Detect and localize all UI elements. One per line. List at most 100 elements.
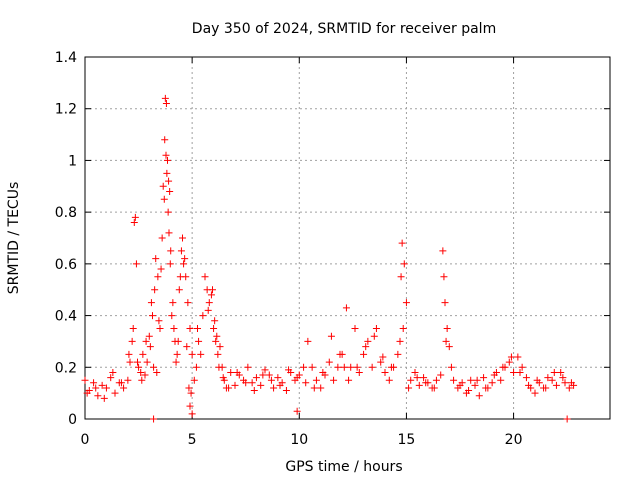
y-tick-label: 0.4	[55, 309, 77, 325]
data-point	[166, 260, 174, 268]
data-point	[187, 389, 195, 397]
data-point	[319, 368, 327, 376]
data-point	[308, 363, 316, 371]
data-point	[430, 384, 438, 392]
data-point	[186, 325, 194, 332]
data-point	[552, 381, 560, 389]
data-point	[169, 299, 177, 307]
data-point	[188, 410, 196, 418]
data-point	[137, 368, 145, 376]
data-point	[267, 376, 275, 384]
data-point	[164, 208, 172, 216]
data-point	[270, 384, 278, 392]
data-point	[170, 325, 178, 332]
data-point	[132, 260, 140, 268]
data-point	[153, 368, 161, 376]
data-point	[312, 376, 320, 384]
data-point	[370, 332, 378, 340]
data-point	[488, 379, 496, 387]
data-point	[186, 402, 194, 410]
data-point	[195, 337, 203, 345]
data-point	[213, 332, 221, 340]
data-point	[342, 304, 350, 312]
data-point	[265, 371, 273, 379]
data-point	[102, 384, 110, 392]
data-point	[163, 169, 171, 177]
data-point	[146, 343, 154, 351]
data-point	[362, 343, 370, 351]
data-point	[257, 381, 265, 389]
y-tick-label: 0	[68, 412, 77, 428]
data-point	[533, 376, 541, 384]
data-point	[439, 247, 447, 255]
data-point	[252, 374, 260, 382]
data-point	[561, 379, 569, 387]
x-axis-label: GPS time / hours	[285, 459, 402, 475]
data-point	[130, 218, 138, 226]
data-point	[467, 376, 475, 384]
x-tick-label: 20	[505, 432, 523, 448]
data-point	[161, 136, 169, 144]
data-point	[211, 317, 219, 325]
data-point	[98, 381, 106, 389]
data-point	[405, 384, 413, 392]
data-point	[179, 234, 186, 242]
data-point	[174, 337, 182, 345]
axis-ticks	[84, 56, 610, 420]
data-points	[81, 94, 578, 423]
data-point	[397, 273, 405, 281]
y-tick-label: 0.2	[55, 360, 77, 376]
data-point	[334, 363, 342, 371]
data-point	[304, 337, 312, 345]
data-point	[302, 379, 310, 387]
data-point	[499, 363, 507, 371]
data-point	[166, 187, 174, 195]
data-point	[473, 376, 481, 384]
data-point	[340, 363, 348, 371]
data-point	[396, 337, 404, 345]
y-tick-label: 1.4	[55, 50, 77, 66]
x-tick-label: 10	[290, 432, 308, 448]
data-point	[325, 358, 333, 366]
data-point	[117, 379, 125, 387]
data-point	[183, 343, 191, 351]
data-point	[377, 358, 385, 366]
data-point	[336, 350, 344, 358]
data-point	[259, 371, 267, 379]
data-point	[411, 368, 419, 376]
data-point	[197, 350, 205, 358]
data-point	[181, 255, 189, 263]
data-point	[83, 389, 91, 397]
data-point	[177, 247, 185, 255]
data-point	[310, 384, 318, 392]
data-point	[282, 387, 290, 395]
data-point	[158, 234, 166, 242]
data-point	[92, 384, 100, 392]
data-point	[250, 387, 258, 395]
data-point	[162, 151, 170, 159]
data-point	[497, 376, 505, 384]
data-point	[154, 273, 162, 281]
data-point	[544, 374, 552, 382]
data-point	[165, 177, 173, 185]
data-point	[214, 350, 222, 358]
data-point	[94, 392, 102, 400]
data-point	[194, 325, 201, 332]
data-point	[415, 381, 423, 389]
data-point	[399, 325, 407, 332]
data-point	[131, 213, 139, 221]
data-point	[139, 350, 147, 358]
data-point	[372, 325, 380, 332]
data-point	[300, 363, 308, 371]
data-point	[400, 260, 408, 268]
data-point	[157, 265, 165, 273]
data-point	[90, 379, 98, 387]
data-point	[225, 384, 233, 392]
data-point	[387, 363, 395, 371]
data-point	[135, 363, 143, 371]
data-point	[164, 156, 171, 164]
data-point	[156, 325, 164, 332]
data-point	[557, 368, 565, 376]
data-point	[201, 273, 209, 281]
data-point	[138, 376, 146, 384]
